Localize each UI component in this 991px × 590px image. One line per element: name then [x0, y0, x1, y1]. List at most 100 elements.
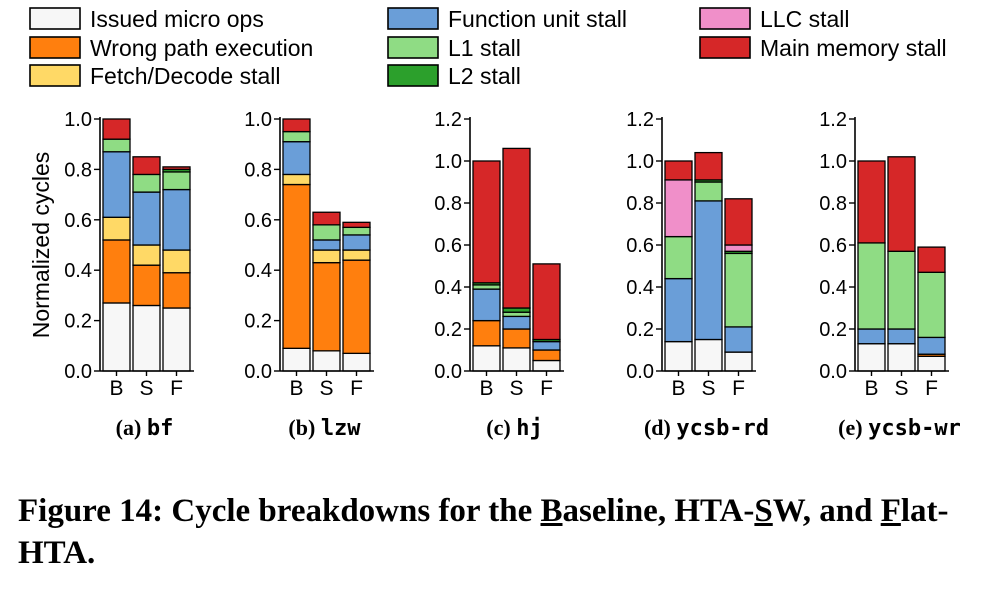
bar-segment-issued	[724, 351, 753, 372]
bar-segment-issued	[502, 347, 531, 372]
bar-segment-issued	[342, 352, 371, 372]
bar-segment-fetch	[342, 249, 371, 261]
y-tick-label: 0.6	[434, 235, 462, 257]
legend-label-issued: Issued micro ops	[90, 6, 264, 32]
bar-segment-mem	[532, 263, 561, 341]
bar-segment-func	[102, 151, 131, 218]
bar-segment-l1	[282, 130, 311, 143]
bar-segment-wrong	[102, 239, 131, 304]
legend-swatch-mem	[699, 36, 751, 59]
bar-segment-mem	[132, 156, 161, 176]
y-axis-label: Normalized cycles	[28, 152, 54, 339]
x-tick-label: F	[350, 377, 363, 400]
bar-segment-mem	[664, 160, 693, 181]
figure: Issued micro ops Wrong path executionFetc…	[28, 6, 961, 441]
bar-segment-issued	[102, 302, 131, 372]
y-tick-label: 0.2	[64, 311, 92, 333]
bar-segment-mem	[857, 160, 886, 244]
x-tick-label: B	[109, 377, 123, 400]
y-tick-label: 0.2	[244, 311, 272, 333]
bar-segment-llc	[664, 179, 693, 238]
panel-bf: 0.0 0.2 0.4 0.6 0.8 1.0 B S F (a) bf	[64, 109, 194, 441]
y-tick-label: 0.0	[819, 361, 847, 383]
legend-label-l1: L1 stall	[448, 35, 521, 61]
bar-segment-mem	[102, 118, 131, 140]
y-tick-label: 0.4	[434, 277, 462, 299]
y-tick-label: 0.4	[64, 260, 92, 282]
bar-segment-llc	[724, 244, 753, 252]
y-tick-label: 0.6	[819, 235, 847, 257]
y-tick-label: 0.2	[434, 319, 462, 341]
bar-segment-fetch	[312, 249, 341, 264]
panel-lzw: 0.0 0.2 0.4 0.6 0.8 1.0 B S F (b) lzw	[244, 109, 374, 441]
y-tick-label: 1.2	[434, 109, 462, 131]
legend-swatch-wrong	[29, 36, 81, 59]
bar-segment-l1	[342, 226, 371, 236]
bar-segment-mem	[502, 147, 531, 309]
y-tick-label: 1.0	[434, 151, 462, 173]
y-tick-label: 0.0	[434, 361, 462, 383]
x-tick-label: B	[289, 377, 303, 400]
bar-segment-func	[724, 326, 753, 353]
y-tick-label: 1.2	[819, 109, 847, 131]
panel-subtitle: (c) hj	[486, 415, 542, 441]
bar-segment-fetch	[102, 216, 131, 241]
y-tick-label: 1.2	[626, 109, 654, 131]
y-tick-label: 0.8	[244, 159, 272, 181]
legend-label-mem: Main memory stall	[760, 35, 947, 61]
y-tick-label: 1.0	[626, 151, 654, 173]
legend-swatch-issued	[29, 7, 81, 30]
legend-swatch-fetch	[29, 64, 81, 87]
panel-subtitle-tag: (a)	[116, 415, 147, 440]
x-tick-label: B	[479, 377, 493, 400]
bar-segment-wrong	[532, 349, 561, 362]
bar-segment-issued	[282, 347, 311, 372]
y-tick-label: 0.4	[819, 277, 847, 299]
x-tick-label: S	[701, 377, 715, 400]
bar-segment-issued	[694, 338, 723, 372]
panel-subtitle-name: ycsb-rd	[676, 416, 769, 441]
panel-subtitle-name: hj	[516, 416, 543, 441]
panel-subtitle: (d) ycsb-rd	[644, 415, 769, 441]
panel-subtitle: (a) bf	[116, 415, 174, 441]
x-tick-label: S	[509, 377, 523, 400]
caption-f-rest: lat-HTA.	[18, 493, 949, 571]
bar-segment-issued	[857, 343, 886, 372]
bar-segment-func	[917, 336, 946, 355]
y-tick-label: 0.4	[626, 277, 654, 299]
bar-segment-mem	[887, 156, 916, 252]
bar-segment-func	[282, 141, 311, 176]
chart-panels: 0.00.20.40.60.81.0B S F(a) bf0.00.20.40.60…	[64, 109, 961, 441]
x-tick-label: S	[319, 377, 333, 400]
y-tick-label: 0.0	[64, 361, 92, 383]
x-tick-label: F	[540, 377, 553, 400]
panel-subtitle-name: bf	[147, 416, 174, 441]
bar-segment-fetch	[162, 249, 191, 274]
bar-segment-issued	[132, 304, 161, 372]
bar-segment-func	[664, 277, 693, 343]
y-tick-label: 0.4	[244, 260, 272, 282]
bar-segment-l1	[887, 250, 916, 330]
y-tick-label: 0.6	[64, 210, 92, 232]
bar-segment-func	[162, 188, 191, 251]
legend-label-wrong: Wrong path execution	[90, 35, 313, 61]
bar-segment-mem	[917, 246, 946, 273]
bar-segment-wrong	[472, 319, 501, 347]
y-tick-label: 0.2	[626, 319, 654, 341]
bar-segment-l1	[724, 252, 753, 328]
bar-segment-mem	[724, 198, 753, 246]
bar-segment-issued	[887, 343, 916, 372]
caption-s-letter: S	[754, 493, 773, 529]
bar-segment-issued	[312, 350, 341, 372]
legend-swatch-func	[387, 7, 439, 30]
legend-swatch-l1	[387, 36, 439, 59]
bar-segment-issued	[664, 340, 693, 372]
bar-segment-l1	[664, 235, 693, 280]
bar-segment-l1	[132, 173, 161, 193]
bar-segment-func	[502, 315, 531, 330]
y-tick-label: 0.8	[626, 193, 654, 215]
bar-segment-mem	[312, 211, 341, 226]
legend-swatch-llc	[699, 7, 751, 30]
bar-segment-func	[694, 200, 723, 341]
x-tick-label: S	[139, 377, 153, 400]
